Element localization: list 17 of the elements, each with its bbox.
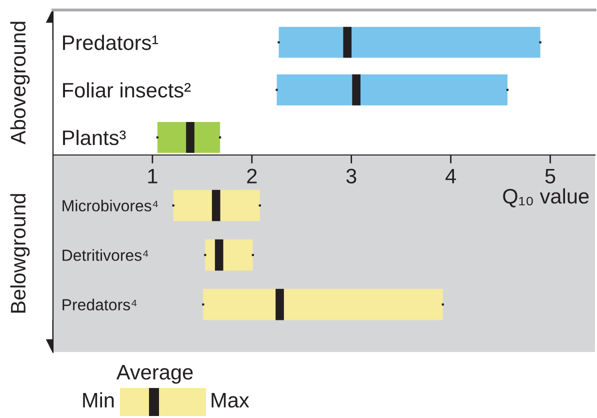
y-tick-label: Predators¹ [63, 34, 158, 50]
x-tick-label: 4 [445, 168, 456, 184]
x-axis-title: Q₁₀ value [503, 188, 589, 208]
y-tick-label: Microbivores⁴ [62, 200, 158, 212]
y-axis-title: Belowground [10, 194, 30, 313]
text: Max [212, 393, 250, 408]
y-tick-label: Predators⁴ [62, 298, 137, 310]
text: Min [83, 392, 114, 408]
x-tick-label: 1 [148, 168, 158, 184]
x-tick-label: 5 [545, 168, 556, 184]
y-axis-title: Aboveground [10, 22, 30, 144]
y-tick-label: Detritivores⁴ [62, 249, 148, 261]
y-tick-label: Foliar insects² [63, 82, 191, 98]
text: Average [116, 365, 193, 384]
x-tick-label: 3 [346, 168, 356, 184]
y-tick-label: Plants³ [63, 130, 126, 146]
x-tick-label: 2 [247, 168, 257, 184]
